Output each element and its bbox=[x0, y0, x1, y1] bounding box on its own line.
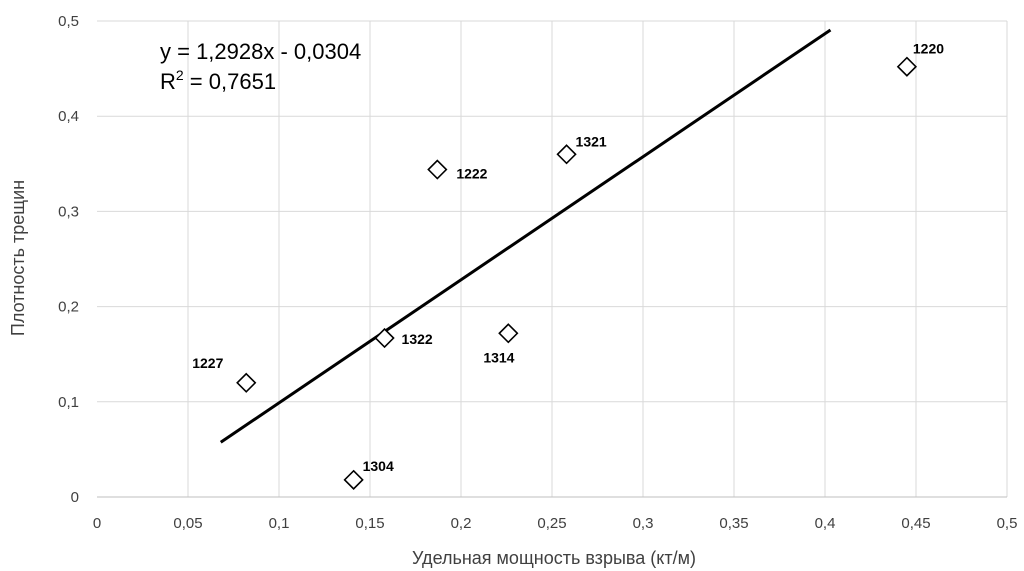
r-squared-superscript: 2 bbox=[176, 67, 184, 83]
y-axis-title: Плотность трещин bbox=[8, 180, 28, 336]
x-tick-label: 0,35 bbox=[719, 515, 748, 532]
trendline-equation: y = 1,2928x - 0,0304 bbox=[160, 39, 361, 64]
data-point-marker bbox=[427, 159, 448, 180]
x-tick-label: 0,45 bbox=[901, 515, 930, 532]
x-tick-label: 0,25 bbox=[537, 515, 566, 532]
x-tick-label: 0,1 bbox=[269, 515, 290, 532]
x-tick-label: 0,2 bbox=[451, 515, 472, 532]
r-squared-prefix: R bbox=[160, 69, 176, 94]
y-tick-label: 0,3 bbox=[58, 203, 79, 220]
data-point-label: 1227 bbox=[192, 355, 223, 371]
x-axis-title: Удельная мощность взрыва (кт/м) bbox=[412, 548, 696, 568]
data-point-marker bbox=[896, 56, 918, 77]
data-point-label: 1222 bbox=[456, 166, 487, 182]
y-tick-label: 0,5 bbox=[58, 13, 79, 30]
x-tick-label: 0,3 bbox=[633, 515, 654, 532]
y-tick-label: 0 bbox=[71, 489, 79, 506]
r-squared-label: R2 = 0,7651 bbox=[160, 67, 276, 94]
data-points: 1220 1321 1222 1322 1314 1227 1304 bbox=[192, 41, 944, 490]
y-tick-label: 0,4 bbox=[58, 108, 79, 125]
data-point-marker bbox=[556, 144, 577, 165]
data-point-label: 1304 bbox=[363, 458, 394, 474]
data-point-marker bbox=[374, 327, 395, 349]
data-point-label: 1321 bbox=[576, 133, 607, 149]
data-point-marker bbox=[498, 323, 519, 344]
x-tick-label: 0,05 bbox=[173, 515, 202, 532]
x-tick-labels: 0 0,05 0,1 0,15 0,2 0,25 0,3 0,35 0,4 0,45 0,5 bbox=[93, 515, 1018, 532]
x-tick-label: 0,15 bbox=[355, 515, 384, 532]
y-tick-label: 0,1 bbox=[58, 394, 79, 411]
data-point-label: 1322 bbox=[402, 331, 433, 347]
trendline bbox=[219, 28, 832, 444]
data-point-label: 1314 bbox=[483, 349, 514, 365]
data-point-marker bbox=[236, 372, 257, 393]
x-tick-label: 0 bbox=[93, 515, 101, 532]
x-tick-label: 0,5 bbox=[997, 515, 1018, 532]
r-squared-value: = 0,7651 bbox=[184, 69, 276, 94]
y-tick-label: 0,2 bbox=[58, 299, 79, 316]
x-tick-label: 0,4 bbox=[815, 515, 836, 532]
data-point-marker bbox=[343, 469, 364, 490]
grid bbox=[97, 20, 1008, 497]
y-tick-labels: 0 0,1 0,2 0,3 0,4 0,5 bbox=[58, 13, 79, 506]
data-point-label: 1220 bbox=[913, 41, 944, 57]
